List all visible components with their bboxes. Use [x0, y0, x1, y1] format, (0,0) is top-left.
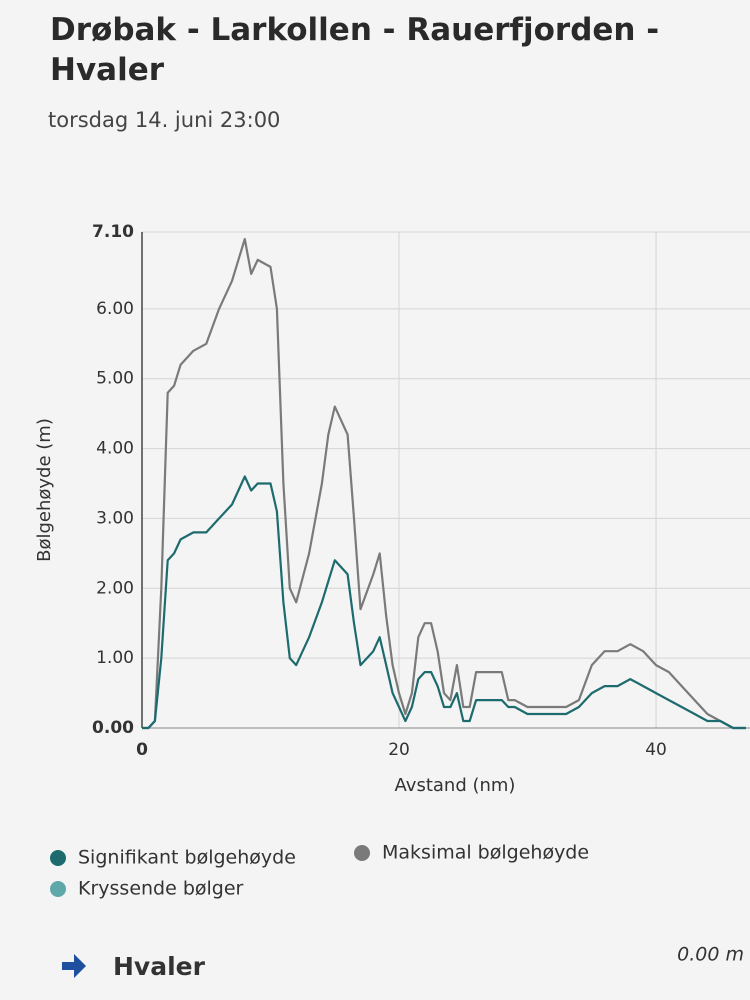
y-tick-label: 3.00	[96, 508, 134, 528]
y-tick-label: 6.00	[96, 299, 134, 319]
x-tick-label: 40	[645, 740, 667, 760]
series-line	[142, 475, 746, 730]
destination[interactable]: Hvaler	[113, 952, 206, 981]
y-axis-title: Bølgehøyde (m)	[34, 418, 55, 562]
y-tick-label: 2.00	[96, 578, 134, 598]
x-tick-label: 20	[388, 740, 410, 760]
legend-label[interactable]: Signifikant bølgehøyde	[78, 847, 296, 869]
y-tick-label: 4.00	[96, 439, 134, 459]
destination-value: 0.00 m	[677, 944, 744, 966]
legend-marker[interactable]	[50, 881, 66, 897]
y-tick-label: 0.00	[92, 718, 134, 738]
y-tick-label: 5.00	[96, 369, 134, 389]
series-line	[142, 237, 746, 730]
legend-label[interactable]: Kryssende bølger	[78, 878, 244, 900]
y-tick-label: 7.10	[92, 222, 134, 242]
chart-subtitle: torsdag 14. juni 23:00	[48, 108, 281, 132]
legend-marker[interactable]	[50, 850, 66, 866]
arrow-icon	[62, 954, 86, 978]
legend-label[interactable]: Maksimal bølgehøyde	[382, 842, 589, 864]
legend-marker[interactable]	[354, 845, 370, 861]
y-tick-label: 1.00	[96, 648, 134, 668]
x-axis-title: Avstand (nm)	[395, 775, 516, 796]
x-tick-label: 0	[136, 740, 148, 760]
chart-title: Drøbak - Larkollen - Rauerfjorden - Hval…	[50, 12, 660, 88]
